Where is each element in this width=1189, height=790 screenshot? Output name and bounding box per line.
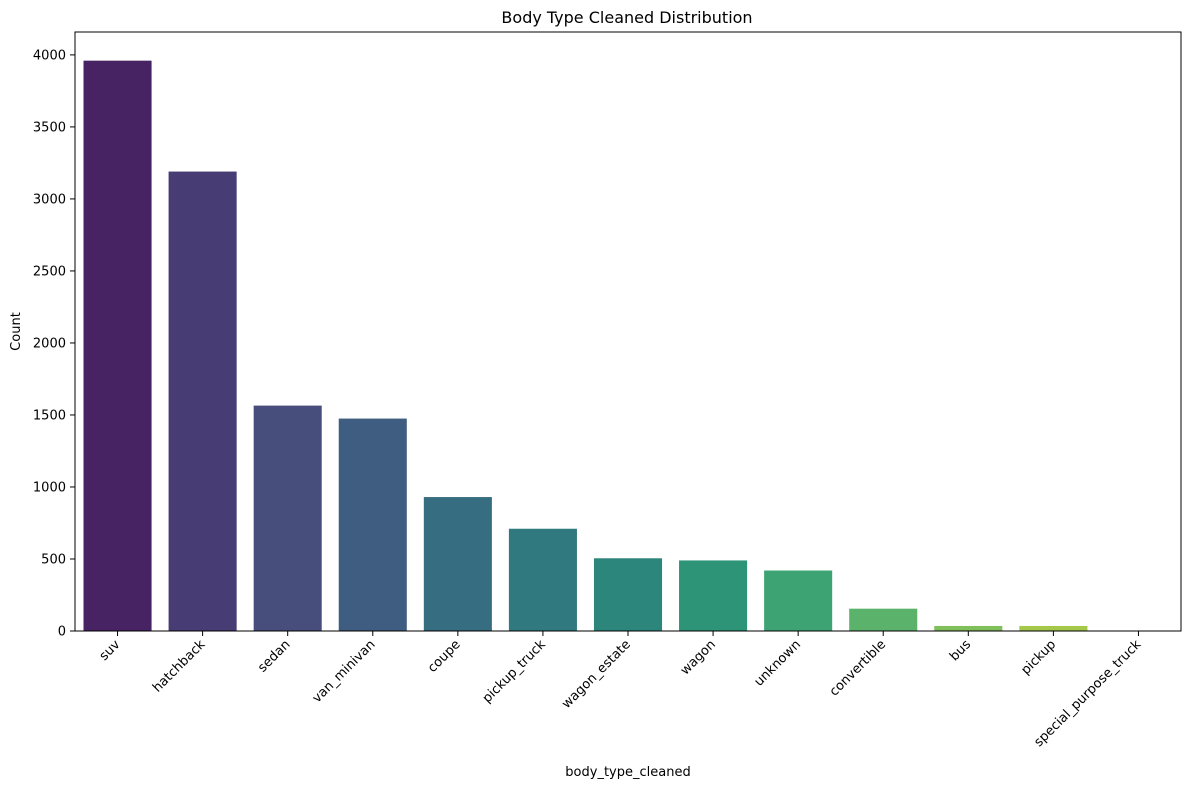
bar-van_minivan: [338, 418, 407, 631]
y-tick-label: 4000: [33, 48, 66, 63]
x-tick-label-bus: bus: [947, 637, 974, 664]
bar-bus: [934, 625, 1003, 631]
x-tick-label-convertible: convertible: [827, 637, 889, 699]
x-axis-label: body_type_cleaned: [565, 765, 690, 780]
bar-pickup_truck: [508, 528, 577, 631]
x-tick-label-sedan: sedan: [255, 637, 293, 675]
y-tick-label: 1500: [33, 408, 66, 423]
bar-wagon_estate: [593, 558, 663, 631]
y-tick-label: 500: [41, 552, 66, 567]
x-tick-label-van_minivan: van_minivan: [310, 637, 379, 706]
y-tick-label: 1000: [33, 480, 66, 495]
y-axis-label: Count: [9, 312, 24, 351]
chart-title: Body Type Cleaned Distribution: [501, 8, 752, 27]
x-tick-label-suv: suv: [97, 637, 124, 664]
bar-sedan: [253, 405, 322, 631]
plot-frame: [74, 31, 1182, 632]
bars-group: [83, 60, 1173, 632]
x-tick-label-hatchback: hatchback: [150, 637, 209, 696]
x-tick-label-coupe: coupe: [425, 637, 464, 676]
bar-convertible: [849, 608, 918, 631]
bar-suv: [83, 60, 152, 632]
x-tick-label-unknown: unknown: [752, 637, 804, 689]
x-tick-label-wagon: wagon: [678, 637, 719, 678]
x-axis: suv hatchback sedan van_minivan coupe pickup_…: [97, 631, 1145, 750]
y-tick-label: 3000: [33, 192, 66, 207]
y-axis: 0 500 1000 1500 2000 2500 3000 3500 4000: [33, 48, 75, 640]
y-tick-label: 3500: [33, 120, 66, 135]
bar-wagon: [679, 560, 748, 631]
x-tick-label-wagon_estate: wagon_estate: [559, 637, 634, 712]
bar-unknown: [764, 570, 833, 631]
bar-coupe: [423, 497, 492, 631]
x-tick-label-pickup: pickup: [1018, 637, 1059, 678]
y-tick-label: 0: [58, 625, 66, 640]
x-tick-label-pickup_truck: pickup_truck: [480, 637, 549, 706]
bar-hatchback: [168, 171, 237, 631]
y-tick-label: 2000: [33, 336, 66, 351]
bar-pickup: [1019, 625, 1088, 631]
y-tick-label: 2500: [33, 264, 66, 279]
